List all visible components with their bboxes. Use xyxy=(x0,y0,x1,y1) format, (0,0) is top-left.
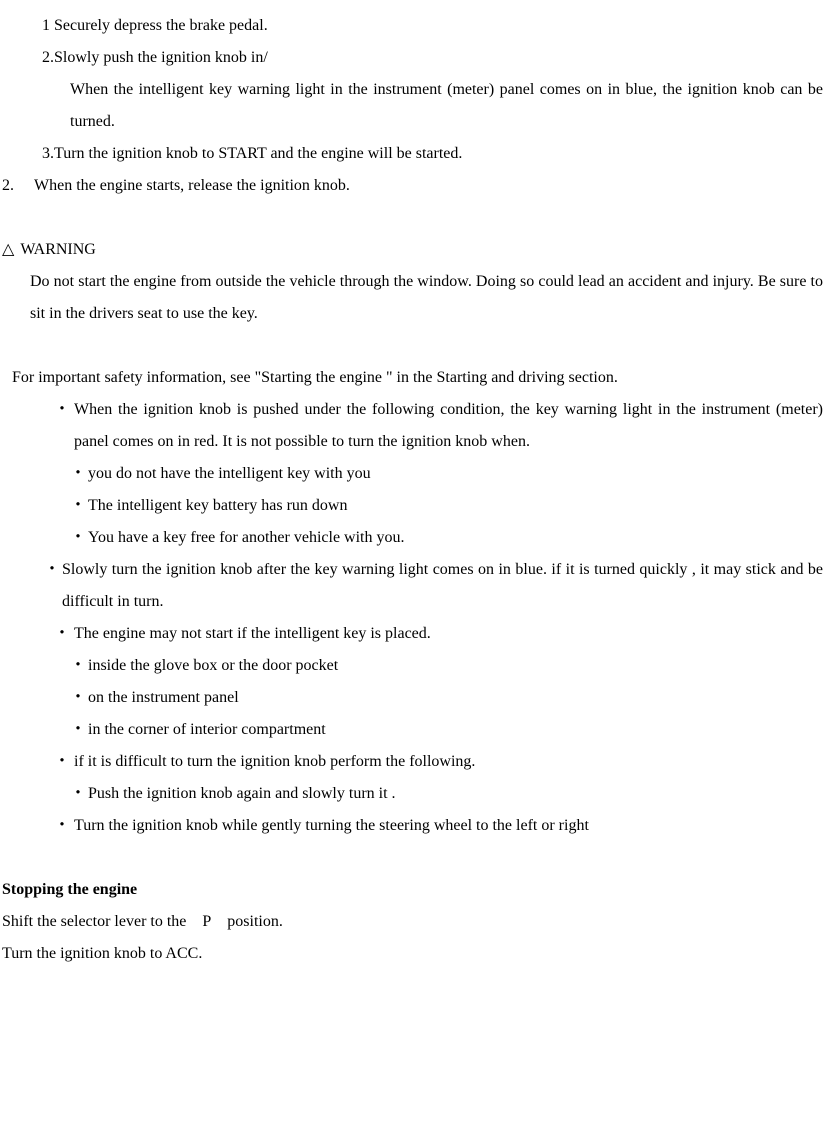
step-3: 3.Turn the ignition knob to START and th… xyxy=(0,138,823,170)
bullet-4: ・ if it is difficult to turn the ignitio… xyxy=(0,746,823,778)
bullet-3: ・ The engine may not start if the intell… xyxy=(0,618,823,650)
bullet-3-sub-2: ・ on the instrument panel xyxy=(0,682,823,714)
safety-paragraph: For important safety information, see "S… xyxy=(0,362,823,394)
bullet-icon: ・ xyxy=(50,618,74,650)
bullet-1-sub-2-text: The intelligent key battery has run down xyxy=(88,490,347,522)
main-step-2-number: 2. xyxy=(2,170,34,202)
stopping-line-1: Shift the selector lever to the P positi… xyxy=(0,906,823,938)
stopping-line-2: Turn the ignition knob to ACC. xyxy=(0,938,823,970)
bullet-2-text: Slowly turn the ignition knob after the … xyxy=(62,554,823,618)
stopping-heading: Stopping the engine xyxy=(0,874,823,906)
bullet-3-sub-1: ・ inside the glove box or the door pocke… xyxy=(0,650,823,682)
warning-label: WARNING xyxy=(20,241,96,258)
bullet-1-text: When the ignition knob is pushed under t… xyxy=(74,394,823,458)
bullet-icon: ・ xyxy=(70,778,88,810)
bullet-1-sub-3-text: You have a key free for another vehicle … xyxy=(88,522,405,554)
spacer xyxy=(0,202,823,234)
bullet-5-text: Turn the ignition knob while gently turn… xyxy=(74,810,823,842)
bullet-icon: ・ xyxy=(50,746,74,778)
warning-heading: △ WARNING xyxy=(0,234,823,266)
bullet-3-sub-3: ・ in the corner of interior compartment xyxy=(0,714,823,746)
bullet-3-sub-3-text: in the corner of interior compartment xyxy=(88,714,326,746)
bullet-4-text: if it is difficult to turn the ignition … xyxy=(74,746,823,778)
main-step-2-text: When the engine starts, release the igni… xyxy=(34,170,350,202)
warning-triangle-icon: △ xyxy=(2,234,14,266)
bullet-1-sub-2: ・ The intelligent key battery has run do… xyxy=(0,490,823,522)
main-step-2: 2. When the engine starts, release the i… xyxy=(0,170,823,202)
bullet-5: ・ Turn the ignition knob while gently tu… xyxy=(0,810,823,842)
bullet-icon: ・ xyxy=(70,682,88,714)
bullet-1-sub-1: ・ you do not have the intelligent key wi… xyxy=(0,458,823,490)
bullet-4-sub-1: ・ Push the ignition knob again and slowl… xyxy=(0,778,823,810)
step-1: 1 Securely depress the brake pedal. xyxy=(0,10,823,42)
bullet-1: ・ When the ignition knob is pushed under… xyxy=(0,394,823,458)
bullet-icon: ・ xyxy=(70,490,88,522)
bullet-icon: ・ xyxy=(70,650,88,682)
bullet-3-text: The engine may not start if the intellig… xyxy=(74,618,823,650)
bullet-1-sub-3: ・ You have a key free for another vehicl… xyxy=(0,522,823,554)
bullet-3-sub-2-text: on the instrument panel xyxy=(88,682,239,714)
warning-body: Do not start the engine from outside the… xyxy=(0,266,823,330)
bullet-4-sub-1-text: Push the ignition knob again and slowly … xyxy=(88,778,396,810)
bullet-icon: ・ xyxy=(44,554,62,618)
bullet-icon: ・ xyxy=(70,714,88,746)
spacer xyxy=(0,842,823,874)
spacer xyxy=(0,330,823,362)
step-2: 2.Slowly push the ignition knob in/ xyxy=(0,42,823,74)
bullet-icon: ・ xyxy=(50,394,74,458)
bullet-icon: ・ xyxy=(50,810,74,842)
bullet-icon: ・ xyxy=(70,458,88,490)
bullet-icon: ・ xyxy=(70,522,88,554)
document-body: 1 Securely depress the brake pedal. 2.Sl… xyxy=(0,10,823,970)
bullet-3-sub-1-text: inside the glove box or the door pocket xyxy=(88,650,338,682)
step-2-detail: When the intelligent key warning light i… xyxy=(0,74,823,138)
bullet-2: ・ Slowly turn the ignition knob after th… xyxy=(0,554,823,618)
bullet-1-sub-1-text: you do not have the intelligent key with… xyxy=(88,458,371,490)
